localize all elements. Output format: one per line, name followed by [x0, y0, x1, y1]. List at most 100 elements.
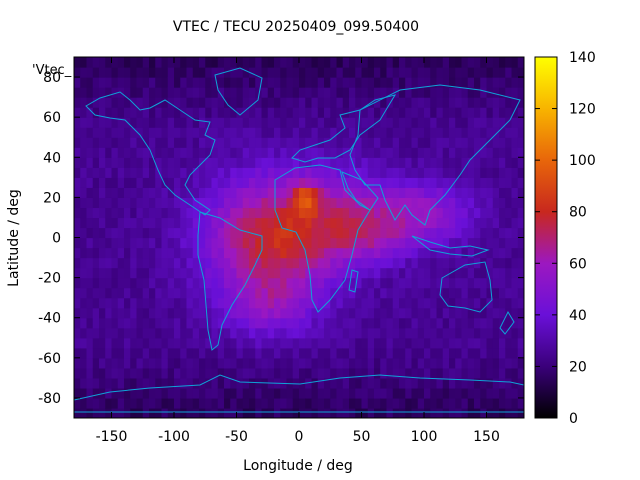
heatmap-cell	[330, 297, 338, 309]
heatmap-cell	[192, 307, 200, 319]
heatmap-cell	[217, 197, 225, 209]
heatmap-cell	[249, 307, 256, 319]
heatmap-cell	[161, 197, 169, 209]
heatmap-cell	[236, 57, 244, 68]
heatmap-cell	[99, 167, 106, 178]
heatmap-cell	[80, 77, 88, 88]
heatmap-cell	[449, 207, 456, 219]
heatmap-cell	[355, 387, 363, 399]
heatmap-cell	[499, 287, 506, 299]
x-tick-label: 0	[295, 429, 304, 445]
heatmap-cell	[286, 207, 294, 219]
heatmap-cell	[217, 327, 225, 339]
heatmap-cell	[467, 267, 475, 279]
heatmap-cell	[142, 87, 150, 98]
heatmap-cell	[217, 407, 225, 418]
heatmap-cell	[286, 297, 294, 309]
heatmap-cell	[192, 157, 200, 168]
heatmap-cell	[280, 257, 288, 269]
heatmap-cell	[461, 197, 469, 209]
heatmap-cell	[436, 57, 444, 68]
heatmap-cell	[261, 217, 269, 229]
heatmap-cell	[461, 397, 469, 409]
heatmap-cell	[467, 97, 475, 108]
heatmap-cell	[161, 167, 169, 178]
heatmap-cell	[136, 97, 144, 108]
heatmap-cell	[355, 57, 363, 68]
heatmap-cell	[142, 67, 150, 78]
heatmap-cell	[311, 217, 319, 229]
heatmap-cell	[174, 367, 181, 379]
heatmap-cell	[111, 407, 119, 418]
heatmap-cell	[449, 147, 456, 158]
heatmap-cell	[467, 57, 475, 68]
heatmap-cell	[136, 247, 144, 259]
heatmap-cell	[292, 287, 300, 299]
heatmap-cell	[261, 177, 269, 188]
heatmap-cell	[311, 277, 319, 289]
heatmap-cell	[217, 337, 225, 349]
heatmap-cell	[511, 337, 519, 349]
heatmap-cell	[330, 387, 338, 399]
heatmap-cell	[111, 167, 119, 178]
heatmap-cell	[424, 227, 431, 239]
heatmap-cell	[405, 147, 413, 158]
heatmap-cell	[386, 327, 394, 339]
heatmap-cell	[399, 117, 406, 128]
heatmap-cell	[267, 207, 275, 219]
heatmap-cell	[217, 207, 225, 219]
heatmap-cell	[267, 327, 275, 339]
heatmap-cell	[405, 387, 413, 399]
heatmap-cell	[342, 267, 350, 279]
heatmap-cell	[136, 157, 144, 168]
heatmap-cell	[511, 247, 519, 259]
heatmap-cell	[267, 407, 275, 418]
heatmap-cell	[224, 57, 231, 68]
heatmap-cell	[480, 87, 488, 98]
heatmap-cell	[174, 237, 181, 249]
heatmap-cell	[386, 337, 394, 349]
heatmap-cell	[99, 287, 106, 299]
heatmap-cell	[180, 337, 188, 349]
heatmap-cell	[180, 77, 188, 88]
heatmap-cell	[242, 377, 250, 389]
heatmap-cell	[142, 117, 150, 128]
heatmap-cell	[330, 377, 338, 389]
heatmap-cell	[424, 77, 431, 88]
heatmap-cell	[474, 117, 481, 128]
heatmap-cell	[161, 87, 169, 98]
heatmap-cell	[486, 147, 494, 158]
heatmap-cell	[436, 237, 444, 249]
heatmap-cell	[155, 67, 163, 78]
heatmap-cell	[236, 87, 244, 98]
heatmap-cell	[261, 97, 269, 108]
heatmap-cell	[380, 307, 388, 319]
heatmap-cell	[242, 157, 250, 168]
heatmap-cell	[117, 387, 125, 399]
heatmap-cell	[136, 137, 144, 148]
heatmap-cell	[117, 247, 125, 259]
heatmap-cell	[286, 257, 294, 269]
heatmap-cell	[274, 77, 281, 88]
heatmap-cell	[361, 67, 369, 78]
heatmap-cell	[342, 367, 350, 379]
heatmap-cell	[80, 177, 88, 188]
heatmap-cell	[267, 247, 275, 259]
heatmap-cell	[117, 127, 125, 138]
heatmap-cell	[336, 107, 344, 118]
heatmap-cell	[292, 347, 300, 359]
heatmap-cell	[136, 357, 144, 369]
heatmap-cell	[492, 307, 500, 319]
heatmap-cell	[411, 307, 419, 319]
heatmap-cell	[74, 207, 81, 219]
heatmap-cell	[186, 77, 194, 88]
heatmap-cell	[130, 217, 138, 229]
heatmap-cell	[136, 227, 144, 239]
heatmap-cell	[174, 97, 181, 108]
heatmap-cell	[392, 157, 400, 168]
heatmap-cell	[242, 247, 250, 259]
heatmap-cell	[111, 347, 119, 359]
heatmap-cell	[111, 107, 119, 118]
heatmap-cell	[280, 137, 288, 148]
heatmap-cell	[417, 377, 425, 389]
